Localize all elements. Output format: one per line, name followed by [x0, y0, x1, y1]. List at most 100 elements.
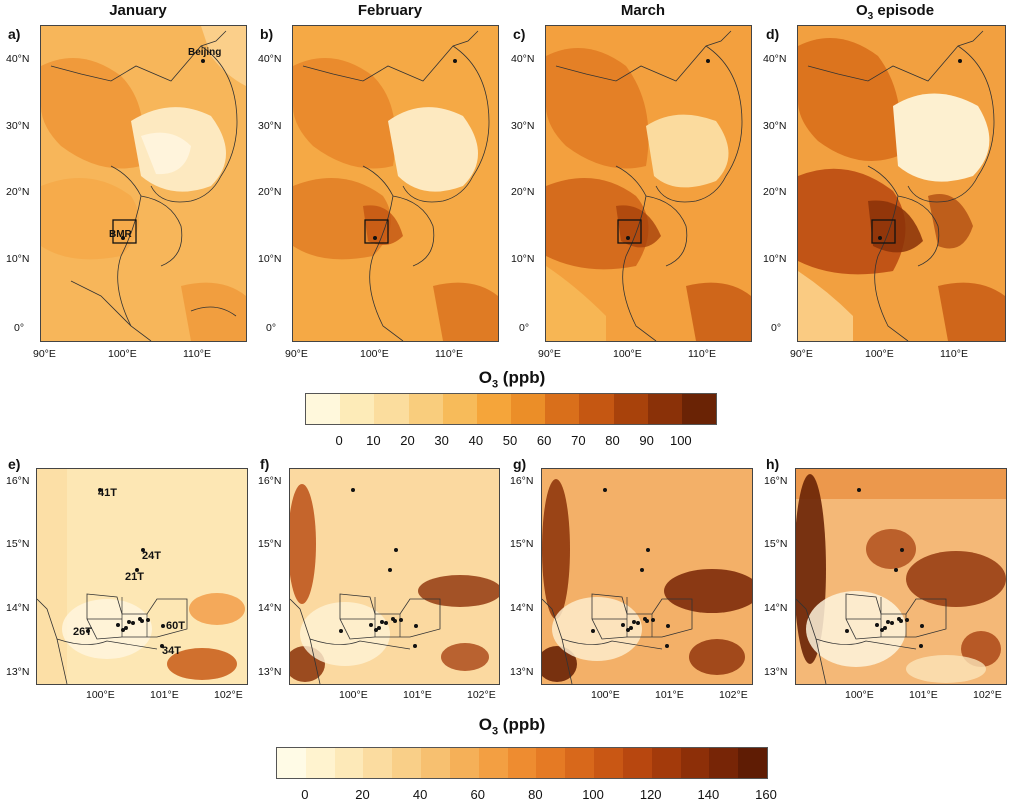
colorbar-swatch [305, 748, 335, 778]
monitoring-site-marker [651, 618, 655, 622]
lon-tick-c-100: 100°E [613, 348, 642, 360]
ozone-field-january [41, 26, 246, 341]
monitoring-site-marker [116, 623, 120, 627]
lat-tick-b-0: 0° [266, 322, 277, 334]
colorbar-swatch [340, 394, 375, 424]
map-panel-o3-episode [797, 25, 1006, 342]
monitoring-site-marker [414, 624, 418, 628]
lat-tick-c-0: 0° [519, 322, 530, 334]
lat-tick-a-0: 0° [14, 322, 25, 334]
colorbar-tick-label: 100 [582, 787, 604, 802]
site-label-34t: 34T [162, 645, 181, 657]
colorbar-swatch [647, 394, 682, 424]
panel-d-label: d) [766, 26, 780, 42]
monitoring-site-marker [665, 644, 669, 648]
lat-tick-b-40: 40°N [258, 53, 282, 65]
monitoring-site-marker [899, 619, 903, 623]
lat-tick-d-0: 0° [771, 322, 782, 334]
monitoring-site-marker [141, 548, 145, 552]
monitoring-site-marker [845, 629, 849, 633]
lon-tick-f-100: 100°E [339, 689, 368, 701]
monitoring-site-marker [645, 619, 649, 623]
lat-tick-c-20: 20°N [511, 186, 535, 198]
lat-tick-h-16: 16°N [764, 475, 788, 487]
monitoring-site-marker [640, 568, 644, 572]
panel-d-title: O3 episode [855, 2, 935, 22]
monitoring-site-marker [894, 568, 898, 572]
colorbar-tick-label: 20 [400, 433, 415, 448]
zoom-ozone-field-episode [796, 469, 1006, 684]
bottom-colorbar-title: O3 (ppb) [478, 715, 546, 738]
lon-tick-e-100: 100°E [86, 689, 115, 701]
monitoring-site-marker [140, 619, 144, 623]
monitoring-site-marker [393, 619, 397, 623]
lat-tick-f-15: 15°N [258, 538, 282, 550]
colorbar-swatch [408, 394, 443, 424]
zoom-map-panel-january [36, 468, 248, 685]
monitoring-site-marker [603, 488, 607, 492]
lat-tick-g-15: 15°N [510, 538, 534, 550]
lat-tick-e-13: 13°N [6, 666, 30, 678]
monitoring-site-marker [339, 629, 343, 633]
lon-tick-f-102: 102°E [467, 689, 496, 701]
lat-tick-d-20: 20°N [763, 186, 787, 198]
top-colorbar [305, 393, 717, 425]
lon-tick-c-110: 110°E [688, 348, 716, 360]
colorbar-tick-label: 50 [502, 433, 518, 448]
zoom-ozone-field-march [542, 469, 752, 684]
lon-tick-a-100: 100°E [108, 348, 137, 360]
colorbar-swatch [478, 748, 508, 778]
colorbar-tick-label: 100 [669, 433, 692, 448]
monitoring-site-marker [413, 644, 417, 648]
colorbar-tick-label: 30 [434, 433, 449, 448]
monitoring-site-marker [380, 620, 384, 624]
colorbar-swatch [651, 748, 681, 778]
map-panel-march [545, 25, 752, 342]
zoom-ozone-field-february [290, 469, 499, 684]
lat-tick-b-20: 20°N [258, 186, 282, 198]
lon-tick-b-110: 110°E [435, 348, 463, 360]
lat-tick-e-16: 16°N [6, 475, 30, 487]
monitoring-site-marker [161, 624, 165, 628]
lat-tick-g-16: 16°N [510, 475, 534, 487]
bmr-label: BMR [109, 229, 132, 240]
colorbar-tick-label: 70 [571, 433, 586, 448]
monitoring-site-marker [629, 626, 633, 630]
colorbar-swatch [709, 748, 739, 778]
lat-tick-h-13: 13°N [764, 666, 788, 678]
ozone-field-february [293, 26, 498, 341]
lon-tick-b-90: 90°E [285, 348, 308, 360]
lon-tick-e-101: 101°E [150, 689, 179, 701]
lon-tick-f-101: 101°E [403, 689, 432, 701]
monitoring-site-marker [374, 628, 378, 632]
monitoring-site-marker [135, 568, 139, 572]
monitoring-site-marker [646, 548, 650, 552]
monitoring-site-marker [146, 618, 150, 622]
colorbar-tick-label: 20 [355, 787, 370, 802]
colorbar-swatch [594, 748, 623, 778]
monitoring-site-marker [875, 623, 879, 627]
monitoring-site-marker [86, 629, 90, 633]
monitoring-site-marker [384, 621, 388, 625]
lat-tick-g-14: 14°N [510, 602, 534, 614]
colorbar-swatch [476, 394, 512, 424]
panel-c-label: c) [513, 26, 526, 42]
lat-tick-f-13: 13°N [258, 666, 282, 678]
monitoring-site-marker [632, 620, 636, 624]
monitoring-site-marker [905, 618, 909, 622]
colorbar-swatch [622, 748, 652, 778]
lat-tick-a-30: 30°N [6, 120, 30, 132]
panel-h-label: h) [766, 456, 780, 472]
colorbar-swatch [579, 394, 614, 424]
zoom-map-panel-february [289, 468, 500, 685]
colorbar-tick-label: 40 [468, 433, 484, 448]
lat-tick-d-40: 40°N [763, 53, 787, 65]
map-panel-february [292, 25, 499, 342]
monitoring-site-marker [98, 488, 102, 492]
beijing-label: Beijing [188, 47, 222, 58]
map-panel-january [40, 25, 247, 342]
top-colorbar-title: O3 (ppb) [478, 368, 546, 391]
monitoring-site-marker [394, 548, 398, 552]
lon-tick-d-110: 110°E [940, 348, 968, 360]
colorbar-swatch [565, 748, 595, 778]
